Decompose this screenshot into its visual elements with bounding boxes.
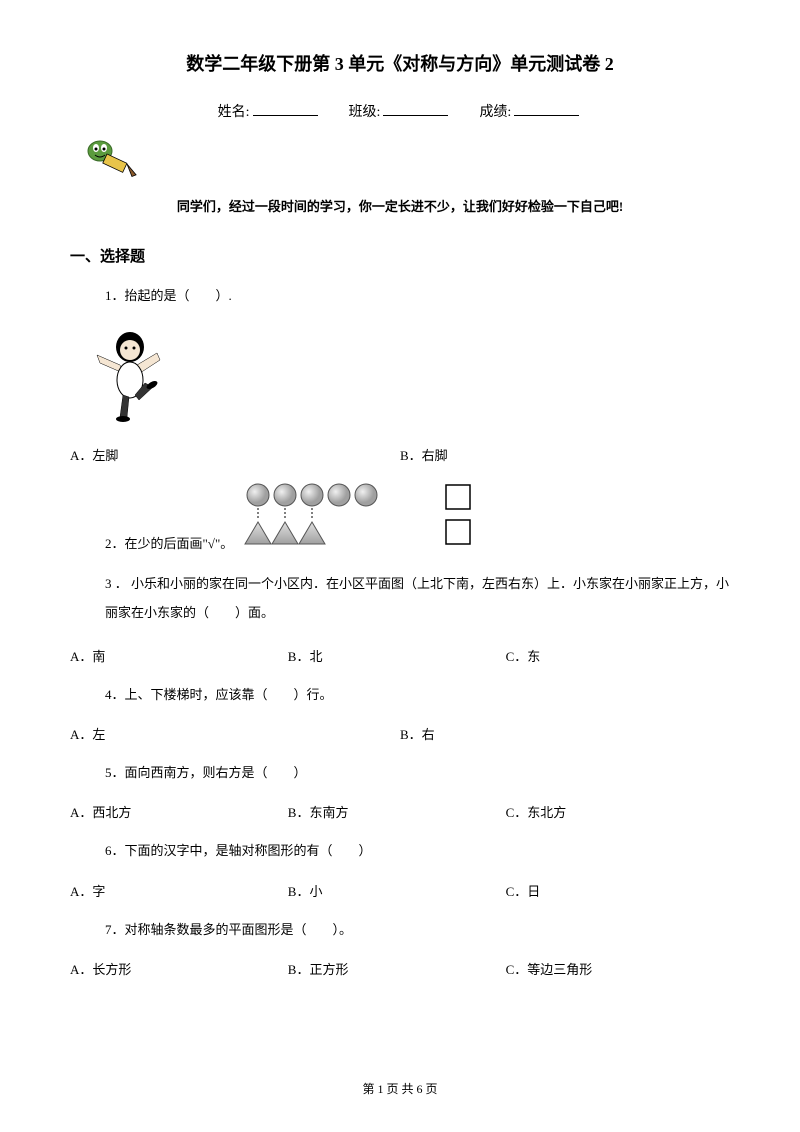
name-label: 姓名:: [218, 105, 250, 120]
q6-option-b: B．小: [288, 881, 506, 900]
q5-option-c: C．东北方: [506, 802, 724, 821]
q1-option-b: B．右脚: [400, 445, 730, 464]
question-1: 1．抬起的是（ ）.: [105, 284, 730, 307]
q6-option-a: A．字: [70, 881, 288, 900]
question-3: 3 ． 小乐和小丽的家在同一个小区内．在小区平面图（上北下南，左西右东）上．小东…: [105, 570, 730, 627]
q4-options: A．左 B．右: [70, 724, 730, 743]
score-blank[interactable]: [514, 115, 579, 116]
person-figure: [85, 325, 730, 430]
q1-option-a: A．左脚: [70, 445, 400, 464]
q3-option-b: B．北: [288, 646, 506, 665]
q3-options: A．南 B．北 C．东: [70, 646, 730, 665]
q1-options: A．左脚 B．右脚: [70, 445, 730, 464]
class-label: 班级:: [349, 105, 381, 120]
q6-options: A．字 B．小 C．日: [70, 881, 730, 900]
q3-option-a: A．南: [70, 646, 288, 665]
question-2: 2．在少的后面画"√"。: [105, 533, 233, 552]
class-blank[interactable]: [383, 115, 448, 116]
q4-option-a: A．左: [70, 724, 400, 743]
question-7: 7．对称轴条数最多的平面图形是（ ）。: [105, 918, 730, 941]
student-info-line: 姓名: 班级: 成绩:: [70, 101, 730, 121]
question-6: 6．下面的汉字中，是轴对称图形的有（ ）: [105, 839, 730, 862]
encourage-text: 同学们，经过一段时间的学习，你一定长进不少，让我们好好检验一下自己吧!: [70, 196, 730, 215]
name-blank[interactable]: [253, 115, 318, 116]
page-footer: 第 1 页 共 6 页: [0, 1080, 800, 1097]
shapes-figure: [243, 482, 393, 552]
q5-options: A．西北方 B．东南方 C．东北方: [70, 802, 730, 821]
q5-option-b: B．东南方: [288, 802, 506, 821]
question-2-row: 2．在少的后面画"√"。: [70, 482, 730, 552]
section-1-title: 一、选择题: [70, 245, 730, 266]
q7-options: A．长方形 B．正方形 C．等边三角形: [70, 959, 730, 978]
q7-option-a: A．长方形: [70, 959, 288, 978]
question-4: 4．上、下楼梯时，应该靠（ ）行。: [105, 683, 730, 706]
q7-option-b: B．正方形: [288, 959, 506, 978]
q7-option-c: C．等边三角形: [506, 959, 724, 978]
q3-option-c: C．东: [506, 646, 724, 665]
question-5: 5．面向西南方，则右方是（ ）: [105, 761, 730, 784]
q4-option-b: B．右: [400, 724, 730, 743]
page-title: 数学二年级下册第 3 单元《对称与方向》单元测试卷 2: [70, 50, 730, 76]
q5-option-a: A．西北方: [70, 802, 288, 821]
q6-option-c: C．日: [506, 881, 724, 900]
answer-boxes: [443, 482, 478, 552]
pencil-icon: [85, 136, 730, 186]
score-label: 成绩:: [479, 105, 511, 120]
